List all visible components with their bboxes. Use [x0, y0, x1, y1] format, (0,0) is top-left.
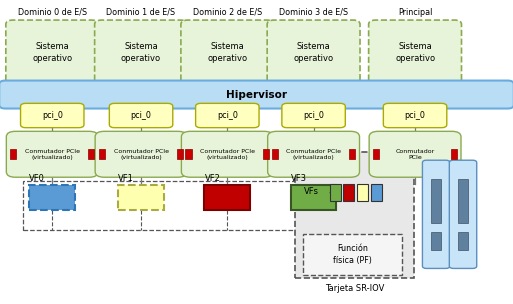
- Bar: [118, 185, 164, 210]
- FancyBboxPatch shape: [6, 20, 98, 85]
- Text: Dominio 3 de E/S: Dominio 3 de E/S: [279, 8, 348, 17]
- Bar: [451, 150, 457, 159]
- Text: Sistema
operativo: Sistema operativo: [395, 42, 435, 63]
- Text: VF3: VF3: [291, 174, 307, 183]
- Bar: [373, 150, 379, 159]
- Bar: [329, 184, 341, 201]
- Bar: [295, 152, 415, 278]
- Bar: [177, 150, 183, 159]
- FancyBboxPatch shape: [268, 131, 360, 177]
- Text: Hipervisor: Hipervisor: [226, 90, 287, 99]
- Bar: [431, 179, 441, 223]
- FancyBboxPatch shape: [109, 103, 173, 128]
- Text: pci_0: pci_0: [303, 111, 324, 120]
- Text: Conmutador PCIe
(virtualizado): Conmutador PCIe (virtualizado): [25, 149, 80, 160]
- Bar: [205, 185, 250, 210]
- Text: pci_0: pci_0: [405, 111, 425, 120]
- FancyBboxPatch shape: [369, 20, 462, 85]
- FancyBboxPatch shape: [267, 20, 360, 85]
- FancyBboxPatch shape: [422, 160, 450, 268]
- FancyBboxPatch shape: [282, 103, 345, 128]
- Text: Conmutador PCIe
(virtualizado): Conmutador PCIe (virtualizado): [286, 149, 341, 160]
- Text: Dominio 1 de E/S: Dominio 1 de E/S: [107, 8, 175, 17]
- FancyBboxPatch shape: [94, 20, 187, 85]
- FancyBboxPatch shape: [181, 20, 274, 85]
- Text: VF2: VF2: [205, 174, 221, 183]
- Bar: [371, 184, 382, 201]
- FancyBboxPatch shape: [0, 81, 513, 109]
- Bar: [291, 185, 337, 210]
- Text: VFs: VFs: [304, 187, 319, 196]
- Bar: [23, 181, 357, 230]
- Text: Conmutador
PCIe: Conmutador PCIe: [396, 149, 435, 160]
- Text: Conmutador PCIe
(virtualizado): Conmutador PCIe (virtualizado): [200, 149, 255, 160]
- Text: Conmutador PCIe
(virtualizado): Conmutador PCIe (virtualizado): [113, 149, 169, 160]
- Bar: [10, 150, 16, 159]
- FancyBboxPatch shape: [369, 131, 461, 177]
- FancyBboxPatch shape: [195, 103, 259, 128]
- Bar: [88, 150, 94, 159]
- Bar: [263, 150, 269, 159]
- Text: Sistema
operativo: Sistema operativo: [121, 42, 161, 63]
- Text: pci_0: pci_0: [217, 111, 238, 120]
- Bar: [272, 150, 278, 159]
- Bar: [99, 150, 105, 159]
- Text: Función
física (PF): Función física (PF): [333, 244, 372, 265]
- Text: Dominio 0 de E/S: Dominio 0 de E/S: [17, 8, 87, 17]
- Text: VF1: VF1: [118, 174, 134, 183]
- Bar: [29, 185, 75, 210]
- Text: Sistema
operativo: Sistema operativo: [207, 42, 247, 63]
- FancyBboxPatch shape: [383, 103, 447, 128]
- Bar: [458, 179, 468, 223]
- Text: pci_0: pci_0: [42, 111, 63, 120]
- Text: Dominio 2 de E/S: Dominio 2 de E/S: [193, 8, 262, 17]
- Bar: [303, 234, 402, 275]
- Bar: [186, 150, 191, 159]
- Text: Tarjeta SR-IOV: Tarjeta SR-IOV: [325, 284, 384, 293]
- FancyBboxPatch shape: [21, 103, 84, 128]
- Text: VF0: VF0: [29, 174, 45, 183]
- Text: Sistema
operativo: Sistema operativo: [293, 42, 333, 63]
- FancyBboxPatch shape: [6, 131, 98, 177]
- Bar: [357, 184, 368, 201]
- Text: Sistema
operativo: Sistema operativo: [32, 42, 72, 63]
- FancyBboxPatch shape: [449, 160, 477, 268]
- Bar: [431, 232, 441, 250]
- Text: Principal: Principal: [398, 8, 432, 17]
- Bar: [458, 232, 468, 250]
- Bar: [343, 184, 354, 201]
- Text: pci_0: pci_0: [131, 111, 151, 120]
- FancyBboxPatch shape: [95, 131, 187, 177]
- FancyBboxPatch shape: [182, 131, 273, 177]
- Bar: [349, 150, 356, 159]
